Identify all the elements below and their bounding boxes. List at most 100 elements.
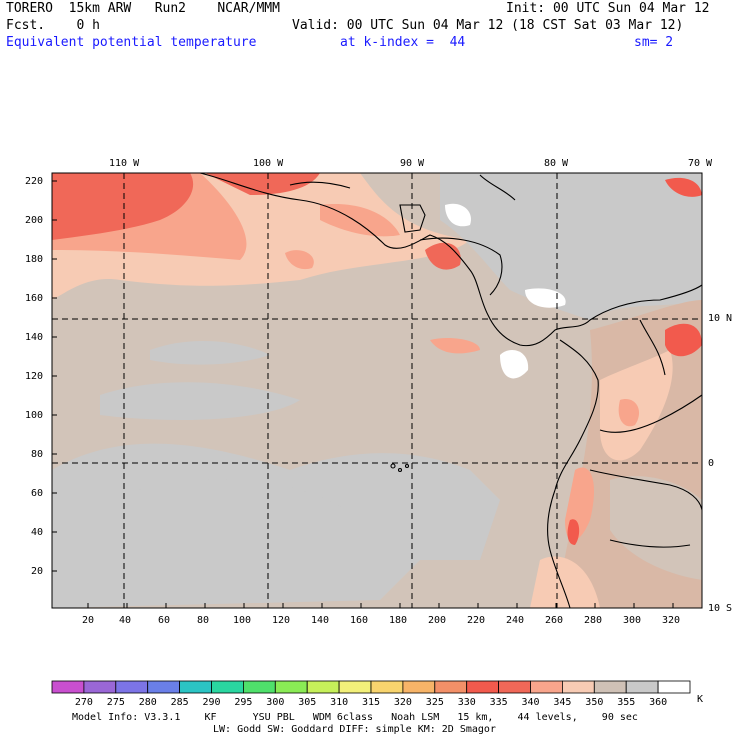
colorbar-swatch — [147, 680, 180, 694]
x-tick: 300 — [623, 615, 642, 626]
colorbar-tick-label: 305 — [298, 697, 317, 708]
smoothing: sm= 2 — [634, 35, 674, 50]
level-index: at k-index = 44 — [340, 35, 466, 50]
coastline-south-america — [546, 339, 599, 609]
y-tick: 60 — [31, 488, 44, 499]
x-tick: 240 — [506, 615, 525, 626]
colorbar-tick-label: 310 — [330, 697, 349, 708]
x-tick: 60 — [158, 615, 171, 626]
yucatan-outline — [399, 204, 426, 233]
coastline-pacific-ca — [199, 172, 703, 347]
coastlines — [199, 172, 703, 609]
cool-water-patch — [110, 479, 360, 570]
galapagos-island — [404, 463, 410, 469]
hot-patch-mexico — [205, 173, 320, 195]
border-peru — [609, 539, 691, 548]
border-andes — [589, 469, 703, 511]
y-tick: 200 — [25, 215, 44, 226]
map-fill — [52, 173, 702, 608]
colorbar-tick-label: 350 — [585, 697, 604, 708]
galapagos-island — [397, 467, 403, 473]
warm-patch-small — [285, 250, 314, 270]
colorbar-tick-label: 355 — [617, 697, 636, 708]
colorbar-tick-label: 300 — [266, 697, 285, 708]
colorbar-tick-label: 270 — [74, 697, 93, 708]
tick-marks — [52, 180, 674, 608]
y-tick: 80 — [31, 449, 44, 460]
colorbar-swatch — [338, 680, 372, 694]
x-tick: 80 — [197, 615, 210, 626]
y-tick: 40 — [31, 527, 44, 538]
colorbar-tick-label: 280 — [138, 697, 157, 708]
sa-amazon — [610, 476, 702, 580]
lon-label-110w: 110 W — [109, 158, 140, 169]
colorbar-swatch — [498, 680, 531, 694]
lat-label-eq: 0 — [708, 458, 715, 469]
colorbar-tick-label: 320 — [393, 697, 412, 708]
colorbar-swatch — [402, 680, 436, 694]
field-name: Equivalent potential temperature — [6, 35, 257, 50]
colorbar-tick-label: 335 — [489, 697, 508, 708]
forecast-hour: Fcst. 0 h — [6, 18, 100, 33]
hot-patch-guatemala — [425, 242, 461, 270]
x-tick: 180 — [389, 615, 408, 626]
colorbar-tick-label: 290 — [202, 697, 221, 708]
colorbar-swatch — [434, 680, 468, 694]
x-tick: 140 — [311, 615, 330, 626]
graticule — [52, 173, 702, 608]
x-tick: 20 — [82, 615, 95, 626]
lon-label-70w: 70 W — [688, 158, 713, 169]
coastline-cuba — [479, 174, 516, 201]
y-tick: 140 — [25, 332, 44, 343]
lon-label-90w: 90 W — [400, 158, 425, 169]
cool-water-patch2 — [150, 340, 270, 365]
lon-label-80w: 80 W — [544, 158, 569, 169]
colorbar-tick-label: 285 — [170, 697, 189, 708]
colorbar-swatch — [625, 680, 659, 694]
init-time: Init: 00 UTC Sun 04 Mar 12 — [506, 1, 710, 16]
colorbar-tick-label: 330 — [457, 697, 476, 708]
y-tick: 20 — [31, 566, 44, 577]
sa-warm-peru — [530, 556, 600, 608]
x-tick: 40 — [119, 615, 132, 626]
caribbean-white1 — [445, 203, 471, 227]
lat-label-10n: 10 N — [708, 313, 733, 324]
caribbean-hot-patch — [665, 177, 702, 197]
colorbar-swatch — [466, 680, 500, 694]
y-tick: 100 — [25, 410, 44, 421]
x-tick: 120 — [272, 615, 291, 626]
x-tick: 260 — [545, 615, 564, 626]
colorbar-tick-label: 315 — [362, 697, 381, 708]
colorbar-tick-label: 275 — [106, 697, 125, 708]
warm-patch-ocean — [430, 338, 480, 354]
colorbar-swatch — [530, 680, 563, 694]
colorbar — [51, 680, 691, 694]
x-tick: 280 — [584, 615, 603, 626]
colorbar-swatch — [274, 680, 308, 694]
galapagos-island — [390, 463, 396, 469]
sa-warm2 — [618, 399, 640, 427]
colorbar-tick-label: 295 — [234, 697, 253, 708]
coastline-mexico-north — [289, 181, 351, 189]
caribbean-white2 — [525, 288, 566, 308]
y-tick: 160 — [25, 293, 44, 304]
map-frame — [51, 172, 703, 609]
panama-white — [500, 350, 529, 379]
x-tick: 100 — [233, 615, 252, 626]
model-title: TORERO 15km ARW Run2 NCAR/MMM — [6, 1, 280, 16]
colorbar-swatch — [211, 680, 244, 694]
x-tick: 200 — [428, 615, 447, 626]
colorbar-swatch — [242, 680, 276, 694]
valid-time: Valid: 00 UTC Sun 04 Mar 12 (18 CST Sat … — [292, 18, 684, 33]
colorbar-swatch — [179, 680, 212, 694]
colorbar-tick-label: 345 — [553, 697, 572, 708]
sa-hot-venezuela — [665, 323, 702, 357]
cool-water-mid — [100, 382, 300, 420]
hot-region-nw — [52, 173, 194, 240]
colorbar-swatch — [83, 680, 117, 694]
y-tick: 180 — [25, 254, 44, 265]
x-tick: 160 — [350, 615, 369, 626]
lon-label-100w: 100 W — [253, 158, 284, 169]
colorbar-tick-label: 325 — [425, 697, 444, 708]
